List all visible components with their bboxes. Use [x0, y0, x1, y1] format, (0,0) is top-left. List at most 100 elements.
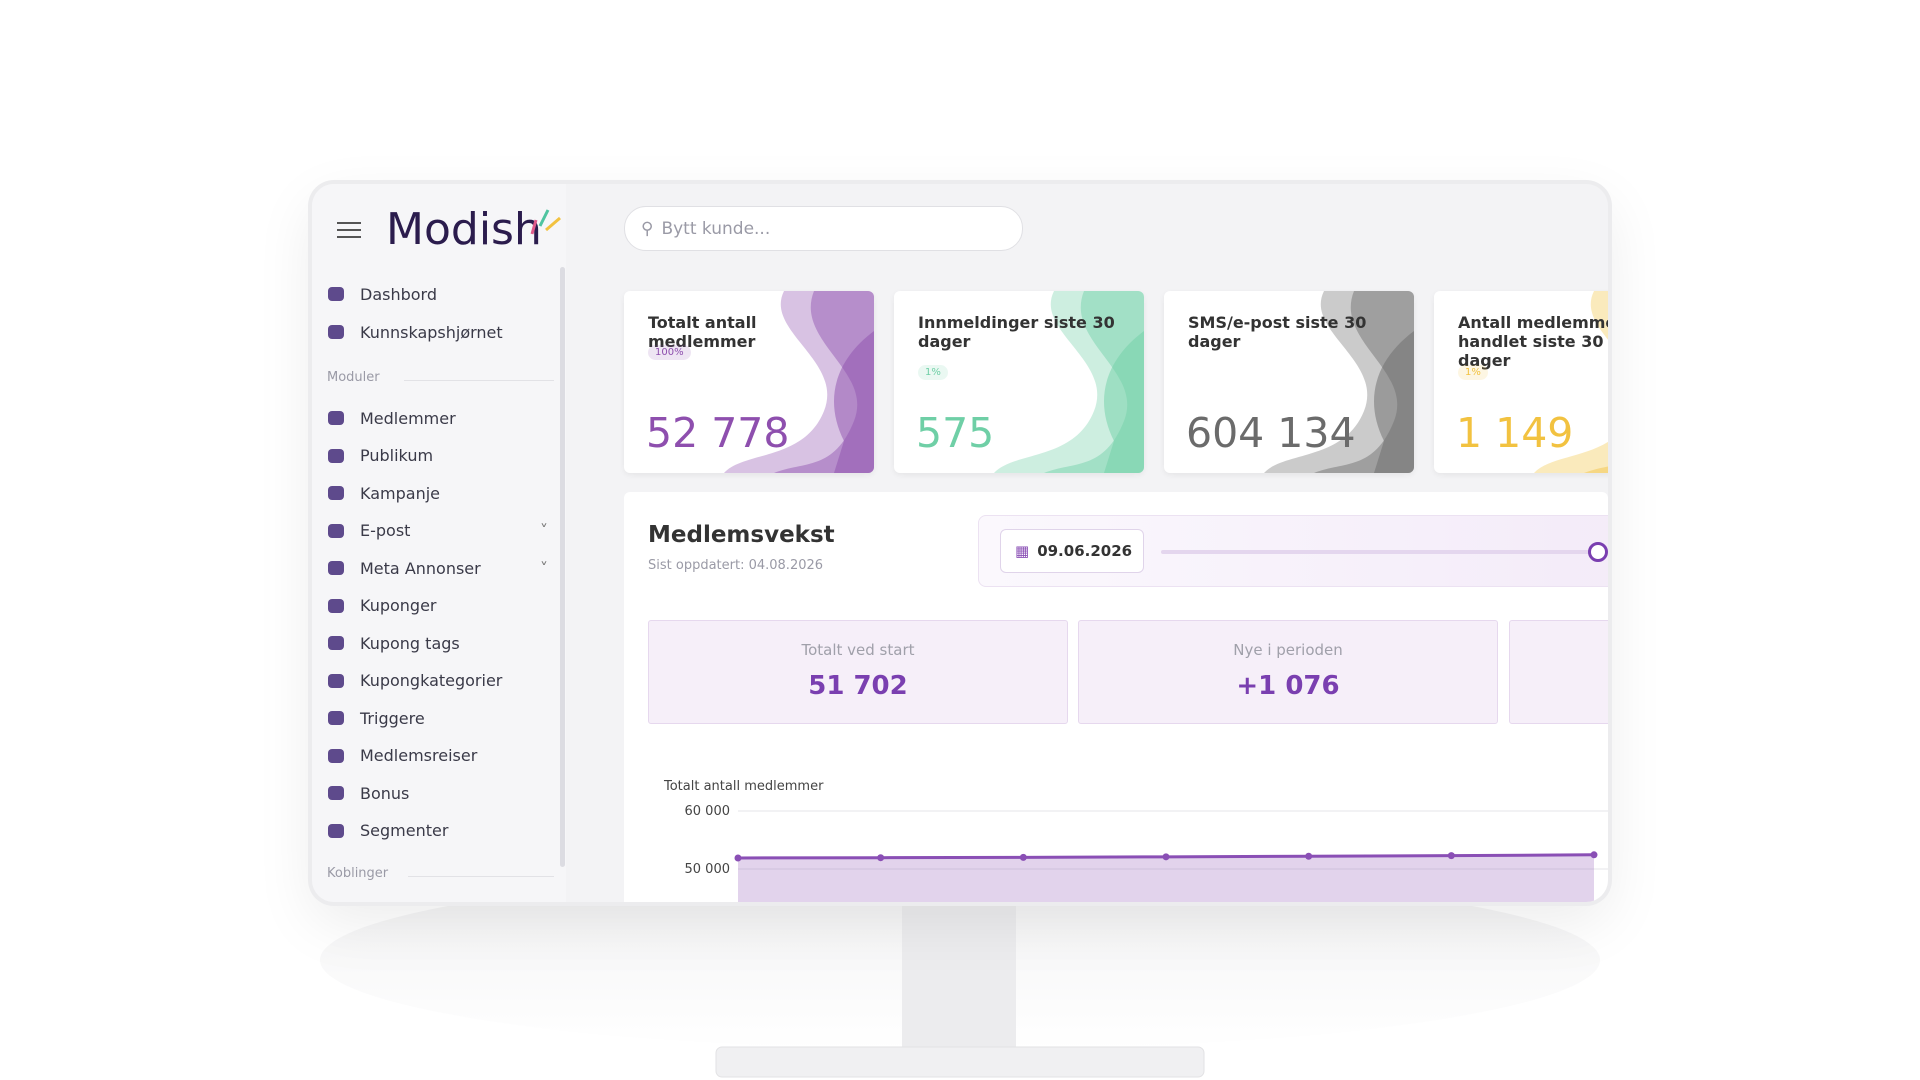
nav-item[interactable]: Kampanje — [312, 478, 566, 508]
nav-label: Meta Annonser — [360, 558, 481, 578]
stat-card: Antall medlemmer handlet siste 30 dager 1… — [1434, 291, 1608, 473]
point — [1447, 852, 1455, 860]
stat-card: Totalt antall medlemmer 100% 52 778 — [624, 291, 874, 473]
section-label: Koblinger — [327, 866, 389, 881]
wave — [834, 331, 874, 473]
area — [738, 854, 1594, 902]
nav-label: Medlemmer — [360, 408, 456, 428]
nav-label: Triggere — [360, 708, 425, 728]
nav-item[interactable]: Dashbord — [312, 279, 566, 309]
updated-text: Sist oppdatert: 04.08.2026 — [648, 558, 824, 573]
card-wave — [994, 291, 1144, 473]
nav-item[interactable]: Segmenter — [312, 816, 566, 846]
logo: Modish — [386, 204, 542, 255]
scrollbar — [560, 267, 565, 867]
nav-item[interactable]: Triggere — [312, 703, 566, 733]
nav-item[interactable]: Kunnskapshjørnet — [312, 317, 566, 347]
nav-label: Kunnskapshjørnet — [360, 322, 503, 342]
card-value: 604 134 — [1186, 409, 1356, 457]
card-wave — [1264, 291, 1414, 473]
card-badge: 100% — [648, 345, 691, 360]
slider-handle[interactable] — [1588, 542, 1608, 562]
nav-item[interactable]: Medlemsreiser — [312, 741, 566, 771]
nav-icon — [328, 486, 344, 500]
nav-icon — [328, 523, 344, 538]
point — [1162, 853, 1170, 861]
growth-panel: Medlemsvekst Sist oppdatert: 04.08.2026 … — [624, 492, 1608, 902]
nav-item[interactable]: Medlemmer — [312, 403, 566, 433]
point — [1305, 852, 1313, 860]
card-wave — [1534, 291, 1608, 473]
y-tick-label: 50 000 — [685, 862, 731, 877]
nav-label: Segmenter — [360, 821, 449, 840]
nav-label: Publikum — [360, 446, 434, 465]
growth-title: Medlemsvekst — [648, 522, 835, 548]
wave — [994, 291, 1144, 473]
stat-box: Totalt ved start 51 702 — [648, 620, 1068, 724]
stat-label: Nye i perioden — [1233, 641, 1343, 659]
wave — [774, 291, 874, 473]
nav-item[interactable]: E-post ˅ — [312, 516, 566, 546]
section-rule — [408, 876, 554, 877]
card-value: 52 778 — [646, 409, 790, 457]
point — [1590, 851, 1598, 859]
card-value: 575 — [916, 409, 995, 457]
stat-label: Totalt ved start — [801, 641, 915, 659]
stat-box — [1509, 620, 1608, 724]
screen: Modish ⚲ Bytt kunde... Medlemsvekst Sist … — [312, 184, 1608, 902]
nav-item[interactable]: Meta Annonser ˅ — [312, 553, 566, 583]
stat-box: Nye i perioden +1 076 — [1078, 620, 1498, 724]
point — [1019, 853, 1027, 861]
chevron[interactable]: ˅ — [540, 521, 548, 540]
nav-item[interactable]: Kuponger — [312, 591, 566, 621]
date-button[interactable]: ▦ 09.06.2026 — [1000, 529, 1144, 573]
nav-item[interactable]: Kupong tags — [312, 628, 566, 658]
stat-value: 51 702 — [808, 671, 908, 701]
point — [734, 854, 742, 862]
slider-track — [1161, 550, 1593, 554]
card-value: 1 149 — [1456, 409, 1574, 457]
nav-item[interactable]: Bonus — [312, 778, 566, 808]
card-title: SMS/e-post siste 30 dager — [1188, 313, 1367, 351]
nav-label: Medlemsreiser — [360, 746, 478, 765]
nav-icon — [328, 711, 344, 725]
nav-icon — [328, 786, 344, 800]
search-placeholder: Bytt kunde... — [661, 218, 771, 239]
menu-button[interactable] — [336, 220, 362, 240]
nav-label: Kupong tags — [360, 633, 460, 653]
card-title: Antall medlemmer handlet siste 30 dager — [1458, 313, 1608, 370]
card-wave — [724, 291, 874, 473]
date-range-bar: ▦ 09.06.2026 — [978, 515, 1608, 587]
nav-icon — [328, 287, 344, 301]
nav-icon — [328, 636, 344, 650]
nav-label: Bonus — [360, 783, 410, 803]
date-text: 09.06.2026 — [1037, 542, 1133, 560]
nav-label: Kampanje — [360, 483, 440, 503]
stand-neck — [902, 900, 1016, 1060]
sidebar — [312, 184, 566, 902]
point — [877, 854, 885, 862]
stat-value: +1 076 — [1236, 671, 1340, 701]
card-title: Innmeldinger siste 30 dager — [918, 313, 1115, 351]
chevron[interactable]: ˅ — [540, 558, 548, 578]
section-rule — [404, 380, 554, 381]
search-box[interactable]: ⚲ Bytt kunde... — [624, 206, 1023, 251]
y-axis-label: Totalt antall medlemmer — [663, 779, 824, 794]
card-badge: 1% — [1458, 365, 1488, 380]
wave — [1584, 466, 1608, 473]
nav-icon — [328, 598, 344, 613]
nav-icon — [328, 823, 344, 838]
wave — [724, 291, 874, 473]
nav-icon — [328, 748, 344, 763]
nav-item[interactable]: Kupongkategorier — [312, 666, 566, 696]
stat-card: SMS/e-post siste 30 dager 604 134 — [1164, 291, 1414, 473]
nav-icon — [328, 325, 344, 339]
nav-icon — [328, 561, 344, 575]
wave — [1374, 331, 1414, 473]
wave — [1104, 331, 1144, 473]
nav-item[interactable]: Publikum — [312, 441, 566, 471]
nav-label: Kuponger — [360, 596, 437, 615]
wave — [1264, 291, 1414, 473]
